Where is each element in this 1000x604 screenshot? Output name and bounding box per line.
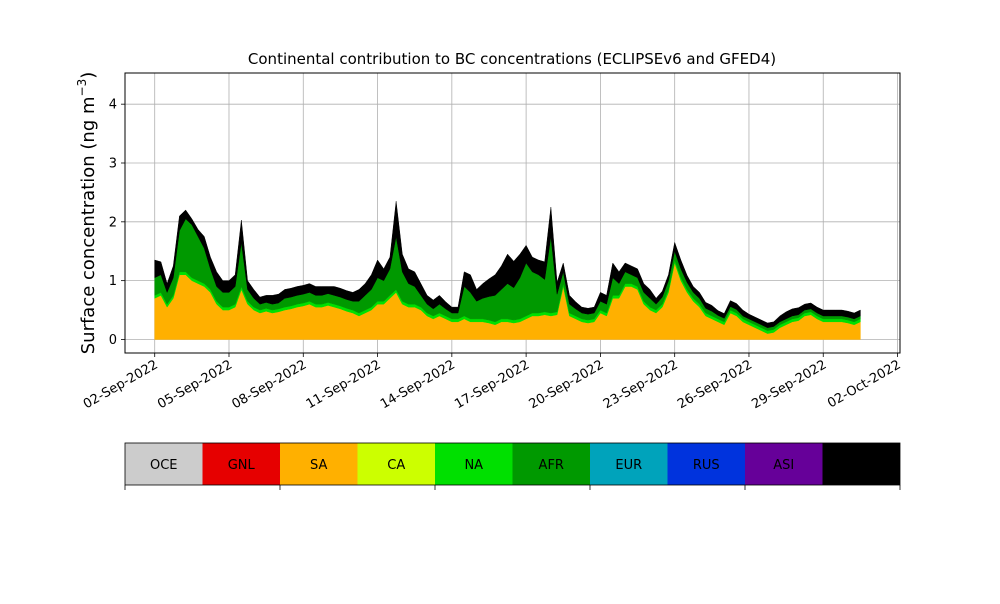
y-axis-label: Surface concentration (ng m−3) <box>75 72 99 355</box>
legend-label-afr: AFR <box>539 458 564 473</box>
legend-label-aus: AUS <box>848 458 875 473</box>
legend-swatch-oce <box>125 443 203 485</box>
legend-swatch-eur <box>590 443 668 485</box>
y-tick-label: 0 <box>109 333 117 348</box>
x-tick-label: 02-Oct-2022 <box>825 357 903 411</box>
legend-swatch-aus <box>822 443 900 485</box>
plot-area: 02-Sep-202205-Sep-202208-Sep-202211-Sep-… <box>81 72 904 412</box>
legend-swatch-afr <box>512 443 590 485</box>
legend-swatch-asi <box>745 443 823 485</box>
legend-colorbar: OCE GNL SA CA NA AFR EUR RUS ASI AUS <box>124 442 901 490</box>
legend-label-sa: SA <box>310 458 327 473</box>
x-tick-label: 20-Sep-2022 <box>527 357 607 412</box>
area-series-aus <box>154 201 861 328</box>
legend-label-gnl: GNL <box>228 458 256 473</box>
y-tick-label: 1 <box>109 274 117 289</box>
y-axis-label-superscript: −3 <box>75 79 89 97</box>
legend-frame <box>124 442 901 486</box>
x-tick-label: 23-Sep-2022 <box>601 357 681 412</box>
legend-label-na: NA <box>464 458 483 473</box>
legend-label-asi: ASI <box>773 458 794 473</box>
legend-label-ca: CA <box>387 458 405 473</box>
legend-label-rus: RUS <box>693 458 720 473</box>
x-tick-label: 17-Sep-2022 <box>452 357 532 412</box>
x-tick-label: 29-Sep-2022 <box>749 357 829 412</box>
y-tick-label: 2 <box>109 215 117 230</box>
legend-swatch-na <box>435 443 513 485</box>
y-axis-label-text: Surface concentration (ng m <box>78 96 99 354</box>
x-tick-label: 11-Sep-2022 <box>304 357 384 412</box>
y-tick-label: 4 <box>109 98 117 113</box>
x-tick-label: 08-Sep-2022 <box>229 357 309 412</box>
legend-label-oce: OCE <box>150 458 178 473</box>
legend-swatch-ca <box>357 443 435 485</box>
legend-swatch-rus <box>667 443 745 485</box>
y-axis-label-close: ) <box>78 72 99 79</box>
plot-frame <box>124 72 901 354</box>
x-tick-label: 05-Sep-2022 <box>155 357 235 412</box>
legend-swatch-sa <box>280 443 358 485</box>
y-tick-label: 3 <box>109 157 117 172</box>
legend-swatch-gnl <box>202 443 280 485</box>
chart-title: Continental contribution to BC concentra… <box>248 50 776 68</box>
legend-label-eur: EUR <box>615 458 642 473</box>
x-tick-label: 26-Sep-2022 <box>675 357 755 412</box>
x-tick-label: 14-Sep-2022 <box>378 357 458 412</box>
x-tick-label: 02-Sep-2022 <box>81 357 161 412</box>
